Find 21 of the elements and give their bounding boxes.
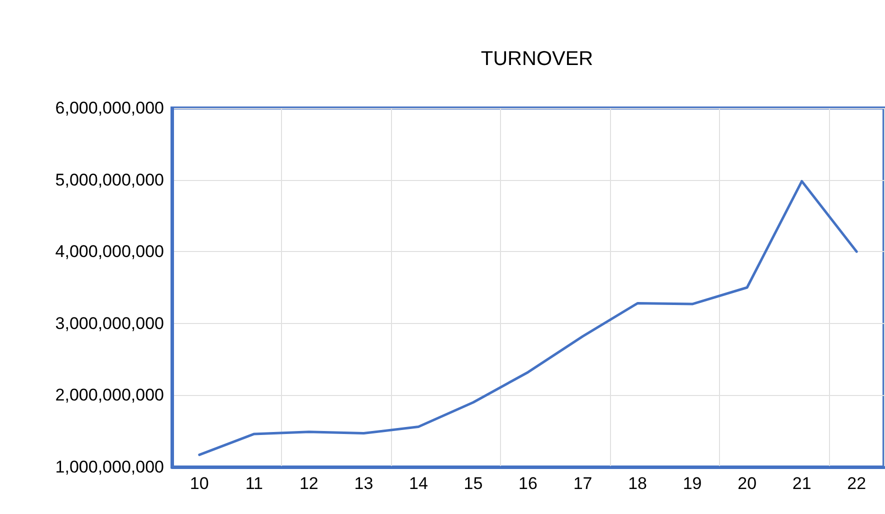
line-series	[198, 180, 858, 456]
x-tick-label: 22	[847, 474, 866, 493]
y-tick-label: 3,000,000,000	[55, 314, 164, 333]
x-tick-label: 14	[409, 474, 428, 493]
x-tick-label: 18	[628, 474, 647, 493]
y-tick-label: 6,000,000,000	[55, 98, 164, 118]
chart-title: TURNOVER	[480, 48, 594, 70]
x-tick-label: 21	[792, 474, 812, 493]
x-tick-label: 10	[190, 474, 209, 493]
y-tick-label: 4,000,000,000	[55, 242, 164, 262]
x-tick-label: 13	[354, 474, 374, 493]
x-tick-label: 19	[682, 474, 702, 493]
x-tick-label: 15	[464, 474, 483, 493]
x-tick-label: 20	[738, 474, 757, 493]
x-tick-label: 17	[573, 474, 592, 493]
y-tick-label: 1,000,000,000	[55, 458, 164, 476]
x-tick-label: 16	[518, 474, 538, 493]
x-tick-label: 12	[299, 474, 318, 493]
y-tick-label: 5,000,000,000	[55, 170, 164, 190]
y-tick-label: 2,000,000,000	[55, 386, 164, 405]
x-tick-label: 11	[245, 474, 263, 493]
